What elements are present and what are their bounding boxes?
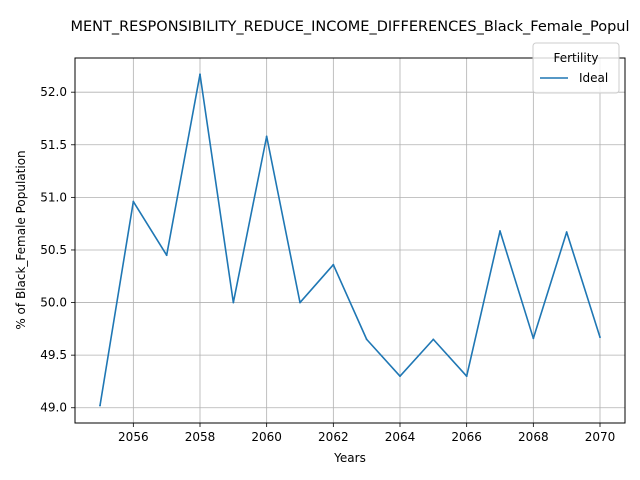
y-axis-label: % of Black_Female Population bbox=[14, 150, 28, 329]
data-point bbox=[565, 231, 568, 233]
data-point bbox=[499, 230, 501, 232]
y-tick-label: 49.0 bbox=[40, 401, 67, 415]
x-tick-label: 2062 bbox=[318, 430, 349, 444]
legend-title: Fertility bbox=[553, 51, 598, 65]
x-tick-label: 2066 bbox=[451, 430, 482, 444]
legend: Fertility Ideal bbox=[532, 42, 620, 94]
data-point bbox=[332, 263, 335, 266]
x-tick-label: 2068 bbox=[518, 430, 549, 444]
chart-title: MENT_RESPONSIBILITY_REDUCE_INCOME_DIFFER… bbox=[70, 19, 629, 35]
legend-box bbox=[532, 42, 620, 94]
data-point bbox=[432, 338, 435, 341]
data-point bbox=[599, 336, 601, 339]
y-tick-label: 51.5 bbox=[40, 138, 67, 152]
x-tick-label: 2060 bbox=[251, 430, 282, 444]
data-point bbox=[232, 301, 235, 304]
data-point bbox=[365, 338, 368, 341]
series-layer bbox=[99, 73, 601, 407]
y-tick-label: 50.5 bbox=[40, 243, 67, 257]
data-point bbox=[165, 254, 168, 257]
data-point bbox=[199, 73, 201, 76]
data-point bbox=[132, 200, 135, 203]
data-point bbox=[265, 135, 268, 138]
y-tick-label: 52.0 bbox=[40, 85, 67, 99]
y-tick-label: 50.0 bbox=[40, 296, 67, 310]
y-tick-label: 51.0 bbox=[40, 190, 67, 204]
x-axis-label: Years bbox=[333, 451, 366, 465]
data-point bbox=[465, 375, 468, 378]
x-tick-label: 2058 bbox=[185, 430, 216, 444]
axis-ticks: 2056 2058 2060 2062 2064 2066 2068 2070 49.0 49.5… bbox=[40, 85, 615, 444]
grid bbox=[75, 58, 625, 423]
data-point bbox=[399, 375, 401, 378]
y-tick-label: 49.5 bbox=[40, 348, 67, 362]
data-point bbox=[99, 404, 101, 407]
series-line-ideal bbox=[99, 73, 601, 406]
data-point bbox=[299, 301, 301, 304]
x-tick-label: 2070 bbox=[585, 430, 616, 444]
data-point bbox=[532, 337, 535, 340]
legend-label-ideal: Ideal bbox=[579, 71, 608, 85]
plot-frame bbox=[74, 57, 626, 424]
x-tick-label: 2056 bbox=[118, 430, 149, 444]
x-tick-label: 2064 bbox=[385, 430, 416, 444]
